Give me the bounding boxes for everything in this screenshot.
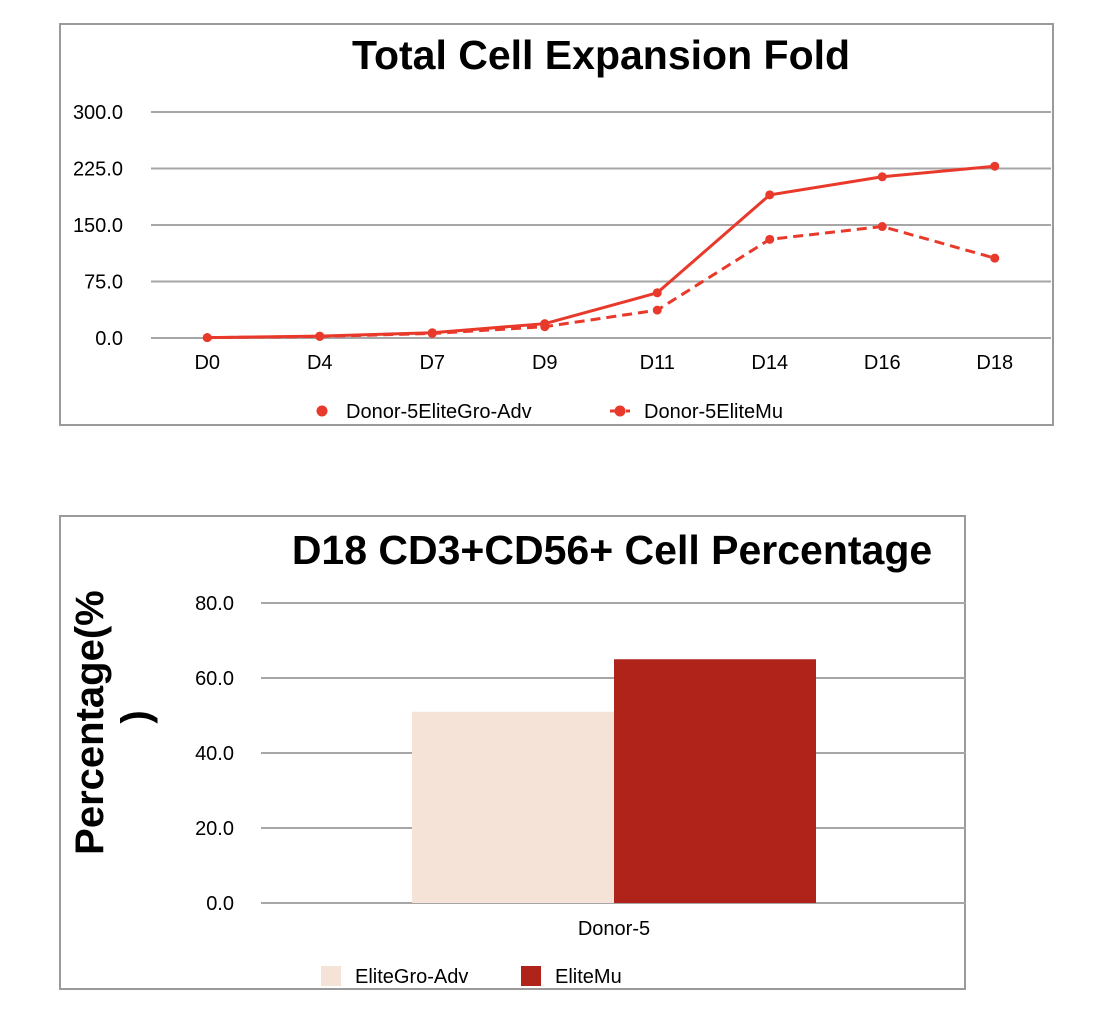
x-tick-label: D7 xyxy=(419,352,445,374)
data-point xyxy=(202,333,212,343)
x-tick-label: D4 xyxy=(307,352,333,374)
bar-chart-panel: D18 CD3+CD56+ Cell Percentage Percentage… xyxy=(59,515,966,990)
data-point xyxy=(652,288,662,298)
x-tick-label: D0 xyxy=(194,352,220,374)
y-tick-label: 40.0 xyxy=(195,743,234,765)
legend-swatch xyxy=(321,966,341,986)
y-axis-label: Percentage(% ) xyxy=(68,579,158,855)
data-point xyxy=(990,253,1000,263)
y-tick-label: 20.0 xyxy=(195,818,234,840)
y-tick-label: 0.0 xyxy=(206,893,234,915)
data-point xyxy=(765,190,775,200)
x-tick-label: D9 xyxy=(532,352,558,374)
line-chart-panel: Total Cell Expansion Fold 0.0 75.0 150.0 22… xyxy=(59,23,1054,426)
y-tick-label: 300.0 xyxy=(73,102,123,124)
data-point xyxy=(652,305,662,315)
legend-marker xyxy=(614,405,626,417)
line-chart-title: Total Cell Expansion Fold xyxy=(352,32,850,78)
data-point xyxy=(765,234,775,244)
y-tick-label: 60.0 xyxy=(195,668,234,690)
data-point xyxy=(877,222,887,232)
series-line xyxy=(207,164,995,340)
y-tick-label: 0.0 xyxy=(95,328,123,350)
data-point xyxy=(540,322,550,332)
x-tick-label: D16 xyxy=(864,352,901,374)
legend-swatch xyxy=(521,966,541,986)
bar xyxy=(614,659,816,903)
data-point xyxy=(877,172,887,182)
data-point xyxy=(427,328,437,338)
data-point xyxy=(990,161,1000,171)
y-tick-label: 80.0 xyxy=(195,593,234,615)
x-tick-label: Donor-5 xyxy=(578,918,650,940)
data-point xyxy=(315,331,325,341)
series-line xyxy=(207,224,996,340)
legend-label: EliteMu xyxy=(555,966,622,988)
legend-marker xyxy=(316,405,328,417)
legend-label: EliteGro-Adv xyxy=(355,966,468,988)
legend-label: Donor-5EliteGro-Adv xyxy=(346,401,532,423)
x-tick-label: D14 xyxy=(751,352,788,374)
legend-label: Donor-5EliteMu xyxy=(644,401,783,423)
y-tick-label: 225.0 xyxy=(73,159,123,181)
bar-chart-title: D18 CD3+CD56+ Cell Percentage xyxy=(292,527,932,573)
bar xyxy=(412,711,614,903)
x-tick-label: D18 xyxy=(976,352,1013,374)
y-tick-label: 150.0 xyxy=(73,215,123,237)
x-tick-label: D11 xyxy=(640,352,675,374)
y-tick-label: 75.0 xyxy=(84,272,123,294)
bar-chart: D18 CD3+CD56+ Cell Percentage Percentage… xyxy=(68,527,966,988)
line-chart: Total Cell Expansion Fold 0.0 75.0 150.0 22… xyxy=(73,32,1051,423)
